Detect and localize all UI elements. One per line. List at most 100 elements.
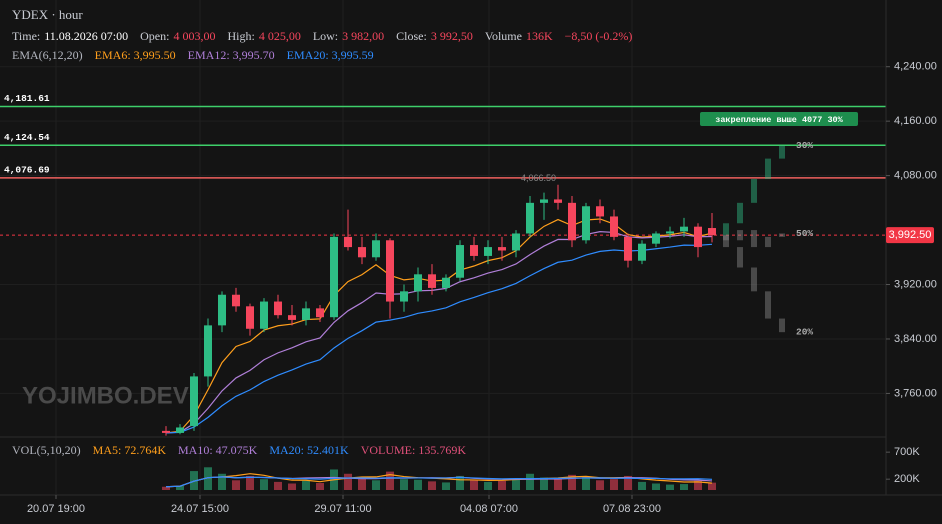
volume-bar xyxy=(624,475,632,490)
volume-bar xyxy=(680,484,688,490)
candle-body xyxy=(218,294,226,326)
legend-item: 136K xyxy=(526,29,553,43)
volume-bar xyxy=(302,480,310,490)
volume-bar xyxy=(190,471,198,490)
ema-line xyxy=(165,218,713,434)
candle-body xyxy=(512,233,520,251)
volume-bar xyxy=(428,481,436,490)
candle-body xyxy=(302,308,310,320)
volume-bar xyxy=(582,477,590,490)
candle-body xyxy=(498,247,506,251)
projection-candle xyxy=(737,230,743,241)
volume-bar xyxy=(232,480,240,490)
candle-body xyxy=(358,247,366,258)
candle-body xyxy=(204,325,212,377)
projection-candle xyxy=(765,291,771,319)
high-marker-label: 4,066.50 xyxy=(521,173,556,183)
legend-item: Close: xyxy=(396,29,427,43)
y-tick-label: 4,240.00 xyxy=(894,61,937,73)
candle-body xyxy=(610,216,618,237)
candle-body xyxy=(470,245,478,256)
volume-bar xyxy=(344,473,352,490)
volume-bar xyxy=(638,481,646,490)
volume-bar xyxy=(218,473,226,490)
legend-item: 4 003,00 xyxy=(173,29,215,43)
volume-bar xyxy=(512,478,520,490)
volume-bar xyxy=(414,479,422,490)
candle-body xyxy=(554,199,562,203)
candle-body xyxy=(680,226,688,232)
legend-item: VOL(5,10,20) xyxy=(12,443,81,457)
projection-candle xyxy=(737,247,743,268)
volume-bar xyxy=(596,480,604,490)
volume-bar xyxy=(694,480,702,490)
projection-note: закрепление выше 4077 30% xyxy=(715,115,843,125)
candle-body xyxy=(540,199,548,203)
price-pane: 4,181.61 4,124.54 4,076.69 4,066.50 30% 50% 20… xyxy=(0,93,886,436)
volume-bar xyxy=(400,479,408,490)
axes: 3,760.00 3,840.00 3,920.00 4,080.00 4,160.00… xyxy=(27,61,937,515)
volume-bar xyxy=(316,482,324,490)
volume-bar xyxy=(498,480,506,490)
candle-body xyxy=(316,308,324,318)
level-label: 4,076.69 xyxy=(4,164,50,175)
volume-bar xyxy=(288,483,296,490)
volume-bar xyxy=(274,481,282,490)
volume-bar xyxy=(162,486,170,490)
legend-item: Open: xyxy=(140,29,169,43)
x-tick-label: 20.07 19:00 xyxy=(27,503,85,515)
projection-candle xyxy=(751,230,757,248)
projection-candle xyxy=(751,267,757,292)
volume-bar xyxy=(260,479,268,490)
projection-candle xyxy=(779,145,785,159)
legend-item: Volume xyxy=(485,29,522,43)
candle-body xyxy=(596,206,604,217)
candle-body xyxy=(708,228,716,236)
legend-item: 11.08.2026 07:00 xyxy=(44,29,128,43)
candle-body xyxy=(666,231,674,234)
legend-item: EMA12: 3,995.70 xyxy=(188,48,275,62)
projection-candle xyxy=(779,318,785,333)
legend-item: MA10: 47.075K xyxy=(178,443,258,457)
projection-label: 20% xyxy=(796,327,813,338)
candle-body xyxy=(582,206,590,241)
watermark: YOJIMBO.DEV xyxy=(22,382,189,409)
legend-item: EMA6: 3,995.50 xyxy=(95,48,176,62)
projection-candle xyxy=(737,202,743,224)
candle-body xyxy=(652,233,660,244)
candle-body xyxy=(568,202,576,241)
projection-candle xyxy=(779,233,785,237)
y-tick-label: 3,760.00 xyxy=(894,387,937,399)
candle-body xyxy=(484,247,492,256)
y-tick-label: 3,920.00 xyxy=(894,278,937,290)
volume-bar xyxy=(372,480,380,490)
legend-item: 3 992,50 xyxy=(431,29,473,43)
level-label: 4,181.61 xyxy=(4,93,50,104)
volume-bar xyxy=(666,484,674,490)
volume-bar xyxy=(610,479,618,490)
legend-item: EMA(6,12,20) xyxy=(12,48,83,62)
volume-bar xyxy=(526,473,534,490)
candle-body xyxy=(414,274,422,292)
legend-item: −8,50 (-0.2%) xyxy=(565,29,633,43)
legend-item: 3 982,00 xyxy=(342,29,384,43)
volume-bar xyxy=(470,480,478,490)
candle-body xyxy=(694,226,702,248)
candle-body xyxy=(274,301,282,316)
candle-body xyxy=(246,306,254,329)
candle-body xyxy=(190,376,198,427)
candle-body xyxy=(456,245,464,278)
x-tick-label: 24.07 15:00 xyxy=(171,503,229,515)
projection-candle xyxy=(765,236,771,248)
candle-body xyxy=(232,294,240,307)
projection-label: 30% xyxy=(796,140,813,151)
y-tick-label: 4,160.00 xyxy=(894,115,937,127)
legend-item: High: xyxy=(227,29,254,43)
volume-bar xyxy=(176,485,184,490)
projection-candle xyxy=(723,235,729,241)
legend-item: EMA20: 3,995.59 xyxy=(287,48,374,62)
projection-label: 50% xyxy=(796,228,813,239)
header: YDEX · hour Time: 11.08.2026 07:00 Open: 4 … xyxy=(12,7,632,457)
candle-body xyxy=(624,236,632,261)
candle-body xyxy=(344,236,352,248)
